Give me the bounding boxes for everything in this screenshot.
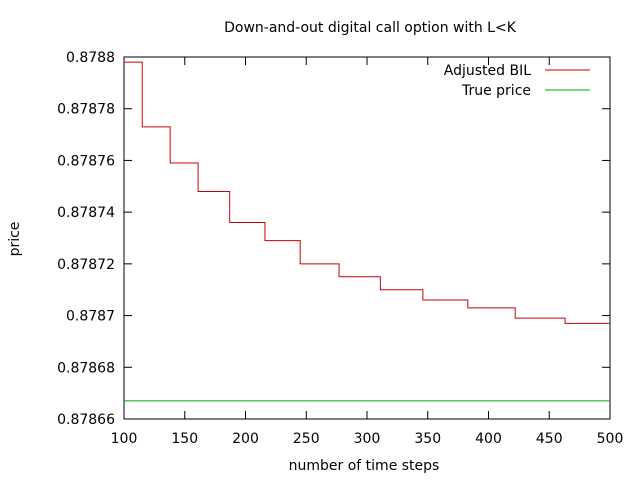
x-tick-label: 350 <box>414 431 441 447</box>
series-line-adjusted-bil <box>124 61 610 324</box>
x-tick-label: 150 <box>171 431 198 447</box>
x-tick-label: 200 <box>232 431 259 447</box>
y-tick-label: 0.87872 <box>57 257 115 273</box>
y-tick-label: 0.87866 <box>57 412 115 428</box>
x-tick-label: 400 <box>475 431 502 447</box>
legend-label-adjusted-bil: Adjusted BIL <box>444 63 531 79</box>
plot-frame <box>123 56 611 420</box>
x-tick-label: 100 <box>111 431 138 447</box>
y-tick-label: 0.8788 <box>66 50 115 66</box>
legend: Adjusted BIL True price <box>444 63 590 99</box>
x-tick-label: 500 <box>597 431 624 447</box>
legend-label-true-price: True price <box>461 83 531 99</box>
x-tick-label: 300 <box>354 431 381 447</box>
x-axis-label: number of time steps <box>289 458 440 474</box>
plot-series <box>124 61 610 402</box>
y-tick-label: 0.87868 <box>57 360 115 376</box>
axis-ticks: 100 150 200 250 300 350 400 450 500 0.87866 0.8786… <box>57 50 623 447</box>
y-tick-label: 0.87874 <box>57 205 115 221</box>
y-tick-label: 0.8787 <box>66 309 115 325</box>
x-tick-label: 450 <box>536 431 563 447</box>
y-tick-label: 0.87878 <box>57 102 115 118</box>
y-tick-label: 0.87876 <box>57 153 115 169</box>
y-axis-label: price <box>7 222 23 257</box>
chart-title: Down-and-out digital call option with L<… <box>224 20 517 36</box>
x-tick-label: 250 <box>293 431 320 447</box>
